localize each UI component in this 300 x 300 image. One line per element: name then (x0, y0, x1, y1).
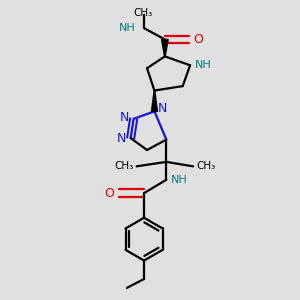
Text: N: N (120, 111, 129, 124)
Text: O: O (104, 187, 114, 200)
Text: NH: NH (171, 175, 188, 185)
Polygon shape (152, 91, 158, 111)
Text: NH: NH (118, 23, 135, 33)
Text: N: N (117, 132, 126, 145)
Polygon shape (162, 39, 168, 56)
Text: O: O (193, 33, 203, 46)
Text: CH₃: CH₃ (114, 161, 134, 171)
Text: NH: NH (195, 60, 211, 70)
Text: N: N (158, 102, 167, 115)
Text: CH₃: CH₃ (196, 161, 215, 171)
Text: CH₃: CH₃ (133, 8, 152, 18)
